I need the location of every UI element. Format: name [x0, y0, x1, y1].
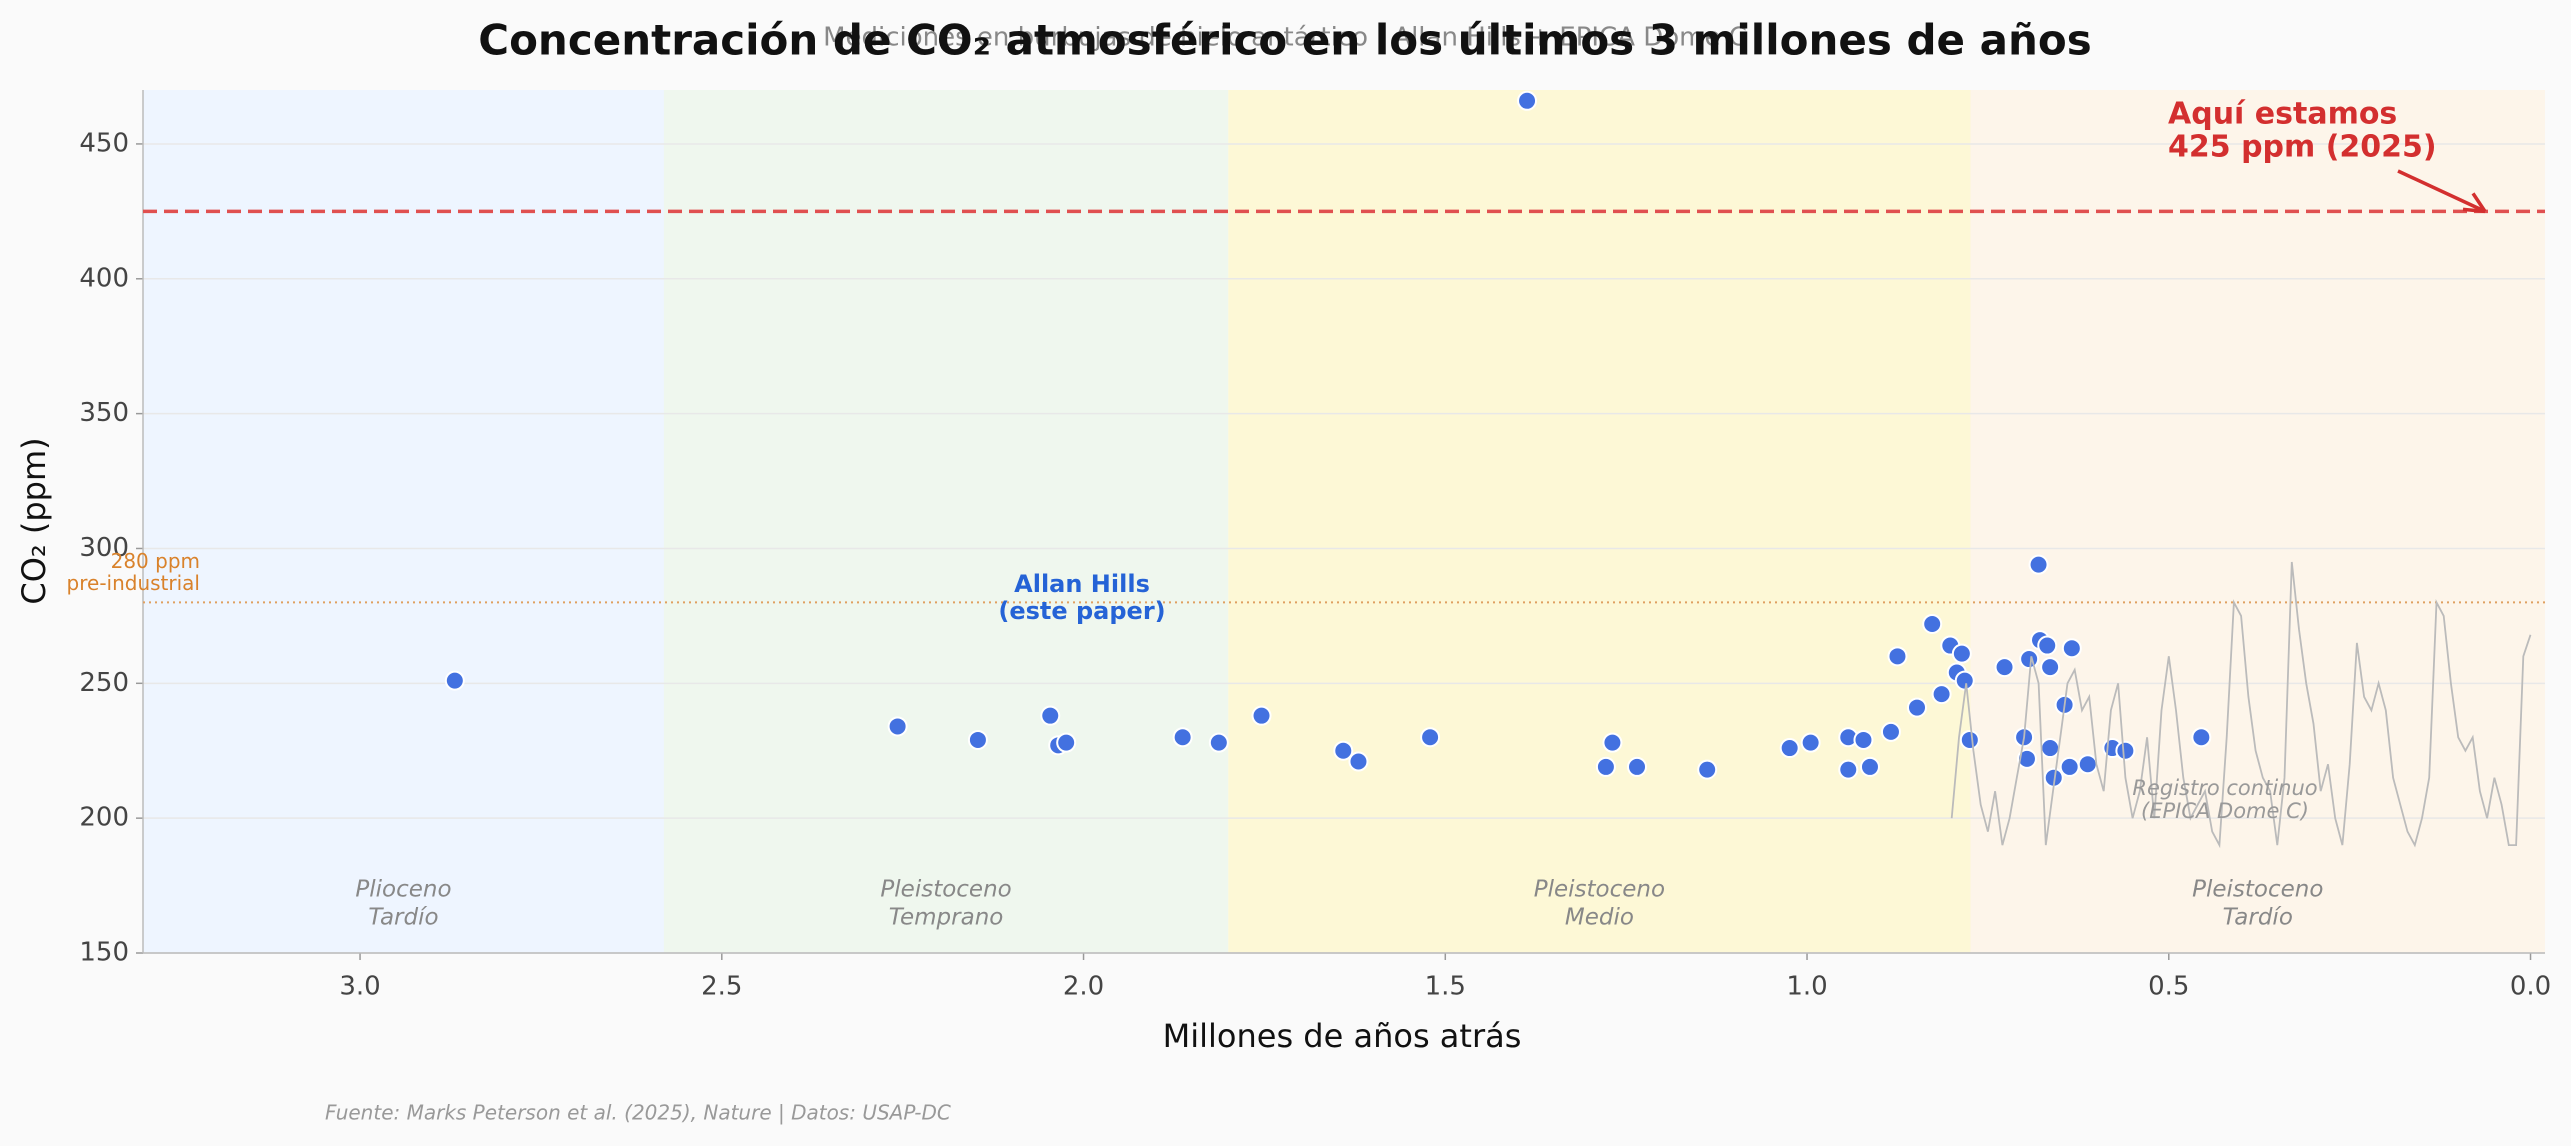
data-point	[2019, 649, 2040, 670]
data-point	[1779, 738, 1800, 759]
x-tick-label: 2.0	[1063, 972, 1104, 1002]
data-point	[1056, 732, 1077, 753]
y-tick-label: 450	[79, 128, 129, 158]
series-label: Allan Hills	[1014, 570, 1150, 598]
data-point	[1333, 740, 1354, 761]
epoch-region	[1228, 90, 1971, 953]
data-point	[1887, 646, 1908, 667]
data-point	[1800, 732, 1821, 753]
data-point	[1251, 705, 1272, 726]
data-point	[2037, 635, 2058, 656]
data-point	[2059, 756, 2080, 777]
data-point	[1602, 732, 1623, 753]
epoch-label: Tardío	[2223, 905, 2293, 931]
data-point	[2191, 727, 2212, 748]
x-tick-label: 2.5	[701, 972, 742, 1002]
epoch-label: Plioceno	[355, 877, 451, 903]
data-point	[1517, 90, 1538, 111]
annotation-arrow	[2397, 169, 2486, 213]
plot-area: PliocenoTardíoPleistocenoTempranoPleisto…	[67, 90, 2551, 1002]
epica-line	[1950, 561, 2532, 849]
arrow-head	[2462, 192, 2487, 214]
data-point	[1595, 756, 1616, 777]
epoch-label: Temprano	[889, 905, 1004, 931]
data-point	[1954, 670, 1975, 691]
data-point	[1853, 729, 1874, 750]
y-tick-label: 250	[79, 668, 129, 698]
x-tick-label: 3.0	[339, 972, 380, 1002]
x-tick-label: 1.0	[1786, 972, 1827, 1002]
reference-label: pre-industrial	[67, 571, 200, 595]
data-point	[1697, 759, 1718, 780]
reference-label: 280 ppm	[111, 549, 200, 573]
epoch-label: Pleistoceno	[2192, 877, 2323, 903]
data-point	[1420, 727, 1441, 748]
data-point	[1922, 613, 1943, 634]
data-point	[1838, 759, 1859, 780]
series-label: (EPICA Dome C)	[2141, 799, 2309, 823]
epoch-region	[1970, 90, 2545, 953]
y-tick-label: 150	[79, 938, 129, 968]
data-point	[2040, 657, 2061, 678]
data-point	[2016, 748, 2037, 769]
epoch-label: Tardío	[368, 905, 438, 931]
data-point	[2040, 738, 2061, 759]
y-tick-label: 350	[79, 398, 129, 428]
epoch-label: Pleistoceno	[1534, 877, 1665, 903]
x-axis-label: Millones de años atrás	[1163, 1017, 1522, 1055]
series-label: (este paper)	[998, 597, 1165, 625]
y-tick-label: 400	[79, 263, 129, 293]
epoch-label: Medio	[1565, 905, 1634, 931]
x-tick-label: 1.5	[1425, 972, 1466, 1002]
x-tick-label: 0.0	[2510, 972, 2551, 1002]
data-point	[967, 729, 988, 750]
data-point	[1627, 756, 1648, 777]
y-axis-label: CO₂ (ppm)	[15, 437, 53, 604]
data-point	[1859, 756, 1880, 777]
data-point	[444, 670, 465, 691]
data-point	[2061, 638, 2082, 659]
data-point	[2115, 740, 2136, 761]
data-point	[1880, 721, 1901, 742]
data-point	[1172, 727, 1193, 748]
x-tick-label: 0.5	[2148, 972, 2189, 1002]
data-point	[1208, 732, 1229, 753]
data-point	[2028, 554, 2049, 575]
chart-title: Concentración de CO₂ atmosférico en los …	[478, 16, 2091, 65]
annotation-text: 425 ppm (2025)	[2168, 130, 2437, 165]
epoch-region	[663, 90, 1229, 953]
data-point	[1040, 705, 1061, 726]
data-point	[1959, 729, 1980, 750]
data-point	[1931, 684, 1952, 705]
source-note: Fuente: Marks Peterson et al. (2025), Na…	[325, 1101, 951, 1125]
data-point	[1907, 697, 1928, 718]
epoch-label: Pleistoceno	[880, 877, 1011, 903]
y-tick-label: 200	[79, 803, 129, 833]
y-tick-label: 300	[79, 533, 129, 563]
data-point	[1951, 643, 1972, 664]
data-point	[1994, 657, 2015, 678]
series-label: Registro continuo	[2132, 776, 2317, 800]
chart-subtitle: Mediciones en burbujas de hielo antártic…	[823, 23, 1747, 53]
data-point	[2077, 754, 2098, 775]
data-point	[887, 716, 908, 737]
data-point	[1348, 751, 1369, 772]
epoch-region	[143, 90, 664, 953]
annotation-text: Aquí estamos	[2168, 97, 2397, 132]
